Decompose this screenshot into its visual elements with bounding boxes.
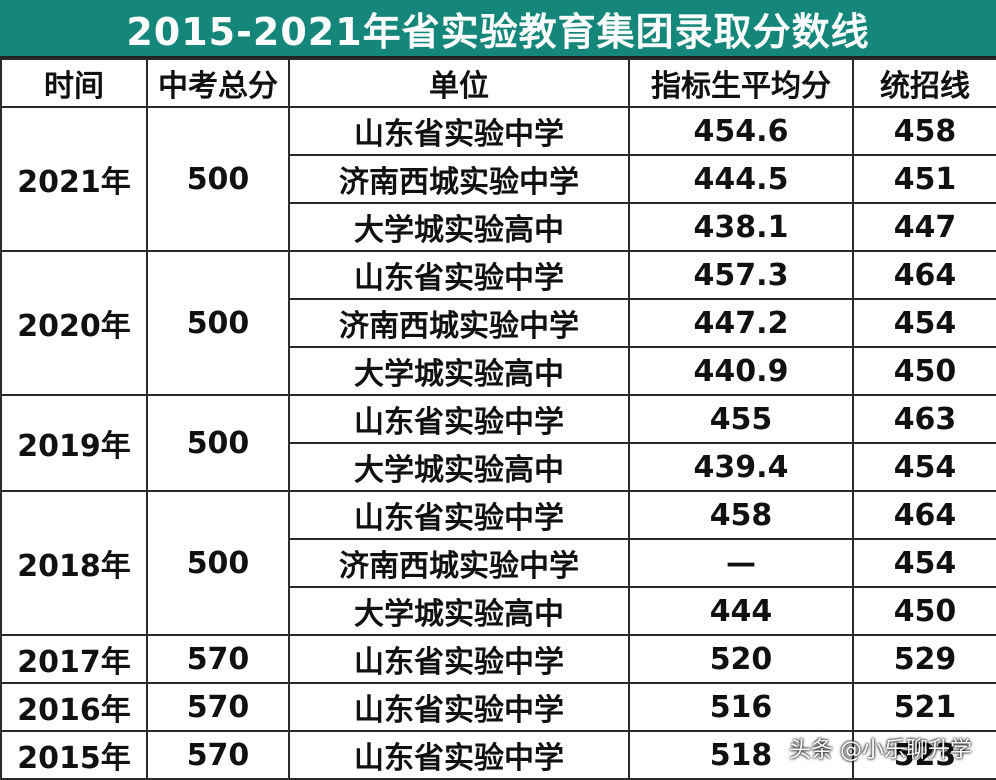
avg-score-cell: 439.4 (628, 442, 854, 492)
watermark: 头条 @小乐聊升学 (789, 738, 972, 763)
table-row: 2019年 500 山东省实验中学 455 463 (0, 394, 996, 492)
avg-score-cell: 518 (628, 730, 854, 780)
avg-score-cell: 444 (628, 586, 854, 636)
table-row: 大学城实验高中 438.1 447 (1, 202, 996, 252)
cutoff-line-cell: 458 (852, 106, 996, 156)
unit-cell: 大学城实验高中 (288, 442, 630, 492)
unit-cell: 济南西城实验中学 (288, 298, 630, 348)
cutoff-line-cell: 454 (852, 442, 996, 492)
avg-score-cell: 455 (628, 394, 854, 444)
score-table: 时间 中考总分 单位 指标生平均分 统招线 2021年 500 山东省实验中学 454… (0, 58, 996, 780)
table-row: 2015年 570 山东省实验中学 518 523 (0, 730, 996, 780)
avg-score-cell: 457.3 (628, 250, 854, 300)
year-cell: 2017年 (0, 634, 148, 684)
unit-cell: 山东省实验中学 (288, 730, 630, 780)
cutoff-line-cell: 451 (852, 154, 996, 204)
total-score-cell: 570 (146, 634, 290, 684)
unit-cell: 山东省实验中学 (288, 250, 630, 300)
table-row: 大学城实验高中 439.4 454 (1, 442, 996, 492)
cutoff-line-cell: 464 (852, 490, 996, 540)
table-row: 2016年 570 山东省实验中学 516 521 (0, 682, 996, 732)
header-line: 统招线 (852, 58, 996, 108)
year-cell: 2019年 (0, 394, 148, 492)
table-row: 济南西城实验中学 447.2 454 (1, 298, 996, 348)
cutoff-line-cell: 521 (852, 682, 996, 732)
cutoff-line-cell: 454 (852, 298, 996, 348)
unit-cell: 山东省实验中学 (288, 490, 630, 540)
table-row: 济南西城实验中学 —454 (1, 538, 996, 588)
cutoff-line-cell: 450 (852, 346, 996, 396)
header-total: 中考总分 (146, 58, 290, 108)
avg-score-cell: 438.1 (628, 202, 854, 252)
unit-cell: 山东省实验中学 (288, 682, 630, 732)
table-row: 大学城实验高中 440.9 450 (1, 346, 996, 396)
avg-score-cell: — (628, 538, 854, 588)
header-avg: 指标生平均分 (628, 58, 854, 108)
avg-score-cell: 458 (628, 490, 854, 540)
header-year: 时间 (0, 58, 148, 108)
table-row: 2020年 500 山东省实验中学 457.3 464 (0, 250, 996, 396)
table-row: 大学城实验高中 444 450 (1, 586, 996, 636)
cutoff-line-cell: 464 (852, 250, 996, 300)
page-title: 2015-2021年省实验教育集团录取分数线 (0, 0, 996, 58)
total-score-cell: 500 (146, 490, 290, 636)
unit-cell: 济南西城实验中学 (288, 538, 630, 588)
total-score-cell: 570 (146, 682, 290, 732)
unit-cell: 大学城实验高中 (288, 202, 630, 252)
avg-score-cell: 444.5 (628, 154, 854, 204)
cutoff-line-cell: 454 (852, 538, 996, 588)
avg-score-cell: 520 (628, 634, 854, 684)
total-score-cell: 570 (146, 730, 290, 780)
unit-cell: 山东省实验中学 (288, 106, 630, 156)
cutoff-line-cell: 529 (852, 634, 996, 684)
unit-cell: 山东省实验中学 (288, 634, 630, 684)
year-cell: 2018年 (0, 490, 148, 636)
unit-cell: 大学城实验高中 (288, 346, 630, 396)
total-score-cell: 500 (146, 250, 290, 396)
table-body: 2021年 500 山东省实验中学 454.6 458 济南西城实验中学 444.5 451 大… (0, 106, 996, 780)
total-score-cell: 500 (146, 394, 290, 492)
cutoff-line-cell: 447 (852, 202, 996, 252)
table-row: 济南西城实验中学 444.5 451 (1, 154, 996, 204)
table-row: 2017年 570 山东省实验中学 520 529 (0, 634, 996, 684)
table-row: 2021年 500 山东省实验中学 454.6 458 (0, 106, 996, 252)
year-cell: 2021年 (0, 106, 148, 252)
avg-score-cell: 516 (628, 682, 854, 732)
header-row: 时间 中考总分 单位 指标生平均分 统招线 (0, 58, 996, 108)
avg-score-cell: 440.9 (628, 346, 854, 396)
year-cell: 2015年 (0, 730, 148, 780)
unit-cell: 大学城实验高中 (288, 586, 630, 636)
year-cell: 2016年 (0, 682, 148, 732)
header-unit: 单位 (288, 58, 630, 108)
avg-score-cell: 454.6 (628, 106, 854, 156)
cutoff-line-cell: 463 (852, 394, 996, 444)
avg-score-cell: 447.2 (628, 298, 854, 348)
unit-cell: 山东省实验中学 (288, 394, 630, 444)
total-score-cell: 500 (146, 106, 290, 252)
unit-cell: 济南西城实验中学 (288, 154, 630, 204)
table-row: 2018年 500 山东省实验中学 458 464 (0, 490, 996, 636)
year-cell: 2020年 (0, 250, 148, 396)
cutoff-line-cell: 450 (852, 586, 996, 636)
